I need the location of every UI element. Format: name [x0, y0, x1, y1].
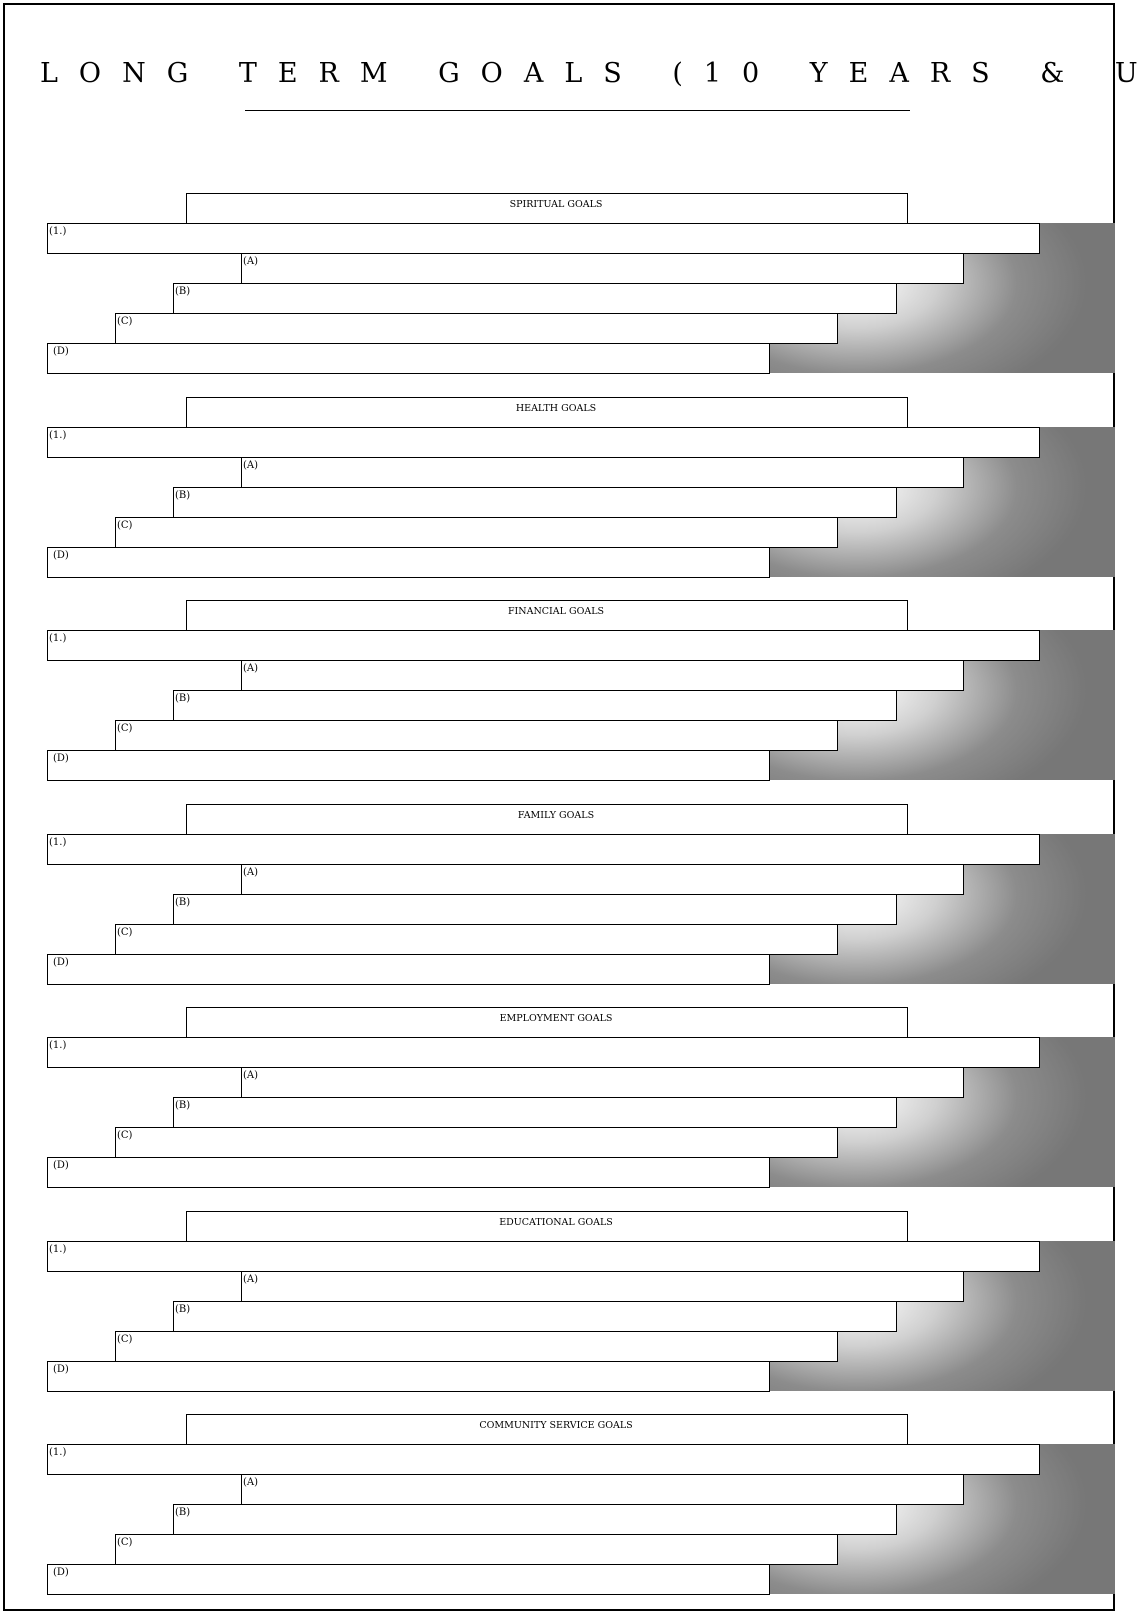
goal-1-field[interactable]: [47, 1241, 1040, 1272]
goal-1-field[interactable]: [47, 427, 1040, 458]
sub-goal-b-field[interactable]: [173, 894, 897, 925]
sub-goal-b-field[interactable]: [173, 1097, 897, 1128]
sub-goal-b-label: (B): [175, 1304, 191, 1315]
page-border: [3, 3, 1115, 1611]
goal-1-label: (1.): [49, 430, 67, 441]
goal-1-label: (1.): [49, 226, 67, 237]
section-title: HEALTH GOALS: [515, 403, 597, 414]
sub-goal-b-field[interactable]: [173, 283, 897, 314]
sub-goal-d-label: (D): [53, 753, 69, 764]
sub-goal-d-label: (D): [53, 346, 69, 357]
goal-1-field[interactable]: [47, 1037, 1040, 1068]
sub-goal-d-field[interactable]: [47, 1361, 770, 1392]
sub-goal-c-label: (C): [117, 520, 133, 531]
sub-goal-d-label: (D): [53, 550, 69, 561]
sub-goal-d-label: (D): [53, 1567, 69, 1578]
goal-1-label: (1.): [49, 1447, 67, 1458]
sub-goal-a-field[interactable]: [241, 660, 964, 691]
section-title-bar: [186, 1007, 908, 1038]
sub-goal-c-field[interactable]: [115, 1534, 838, 1565]
sub-goal-d-label: (D): [53, 957, 69, 968]
sub-goal-b-field[interactable]: [173, 690, 897, 721]
sub-goal-c-field[interactable]: [115, 1127, 838, 1158]
sub-goal-c-label: (C): [117, 927, 133, 938]
sub-goal-c-label: (C): [117, 723, 133, 734]
goal-1-label: (1.): [49, 633, 67, 644]
sub-goal-c-field[interactable]: [115, 313, 838, 344]
section-title: FINANCIAL GOALS: [507, 606, 605, 617]
section-title-bar: [186, 1414, 908, 1445]
sub-goal-d-field[interactable]: [47, 343, 770, 374]
sub-goal-c-label: (C): [117, 1537, 133, 1548]
section-title-bar: [186, 804, 908, 835]
title-underline: [245, 110, 910, 111]
section-title: SPIRITUAL GOALS: [509, 199, 603, 210]
sub-goal-a-field[interactable]: [241, 1271, 964, 1302]
sub-goal-d-label: (D): [53, 1364, 69, 1375]
sub-goal-a-field[interactable]: [241, 1474, 964, 1505]
sub-goal-c-field[interactable]: [115, 924, 838, 955]
section-title: FAMILY GOALS: [517, 810, 595, 821]
sub-goal-d-field[interactable]: [47, 547, 770, 578]
goal-1-field[interactable]: [47, 223, 1040, 254]
sub-goal-a-label: (A): [243, 460, 259, 471]
sub-goal-d-field[interactable]: [47, 1157, 770, 1188]
sub-goal-b-label: (B): [175, 1507, 191, 1518]
sub-goal-a-label: (A): [243, 256, 259, 267]
section-title: COMMUNITY SERVICE GOALS: [479, 1420, 633, 1431]
sub-goal-b-label: (B): [175, 897, 191, 908]
sub-goal-b-label: (B): [175, 693, 191, 704]
sub-goal-a-label: (A): [243, 1070, 259, 1081]
sub-goal-b-field[interactable]: [173, 1301, 897, 1332]
sub-goal-b-label: (B): [175, 490, 191, 501]
goal-1-field[interactable]: [47, 630, 1040, 661]
section-title: EDUCATIONAL GOALS: [499, 1217, 613, 1228]
sub-goal-c-label: (C): [117, 316, 133, 327]
sub-goal-d-field[interactable]: [47, 1564, 770, 1595]
goal-1-label: (1.): [49, 837, 67, 848]
sub-goal-d-field[interactable]: [47, 750, 770, 781]
sub-goal-b-field[interactable]: [173, 1504, 897, 1535]
sub-goal-b-label: (B): [175, 1100, 191, 1111]
goal-1-field[interactable]: [47, 834, 1040, 865]
sub-goal-a-field[interactable]: [241, 457, 964, 488]
sub-goal-c-field[interactable]: [115, 517, 838, 548]
sub-goal-c-field[interactable]: [115, 720, 838, 751]
section-title-bar: [186, 193, 908, 224]
sub-goal-c-label: (C): [117, 1130, 133, 1141]
section-title: EMPLOYMENT GOALS: [499, 1013, 613, 1024]
sub-goal-d-label: (D): [53, 1160, 69, 1171]
goal-1-label: (1.): [49, 1040, 67, 1051]
sub-goal-c-label: (C): [117, 1334, 133, 1345]
sub-goal-b-field[interactable]: [173, 487, 897, 518]
sub-goal-a-label: (A): [243, 867, 259, 878]
sub-goal-d-field[interactable]: [47, 954, 770, 985]
sub-goal-a-label: (A): [243, 1274, 259, 1285]
sub-goal-b-label: (B): [175, 286, 191, 297]
sub-goal-c-field[interactable]: [115, 1331, 838, 1362]
sub-goal-a-field[interactable]: [241, 1067, 964, 1098]
sub-goal-a-field[interactable]: [241, 864, 964, 895]
page-title: LONG TERM GOALS (10 YEARS & UP): [40, 58, 1140, 89]
sub-goal-a-field[interactable]: [241, 253, 964, 284]
sub-goal-a-label: (A): [243, 663, 259, 674]
sub-goal-a-label: (A): [243, 1477, 259, 1488]
goal-1-label: (1.): [49, 1244, 67, 1255]
goal-1-field[interactable]: [47, 1444, 1040, 1475]
